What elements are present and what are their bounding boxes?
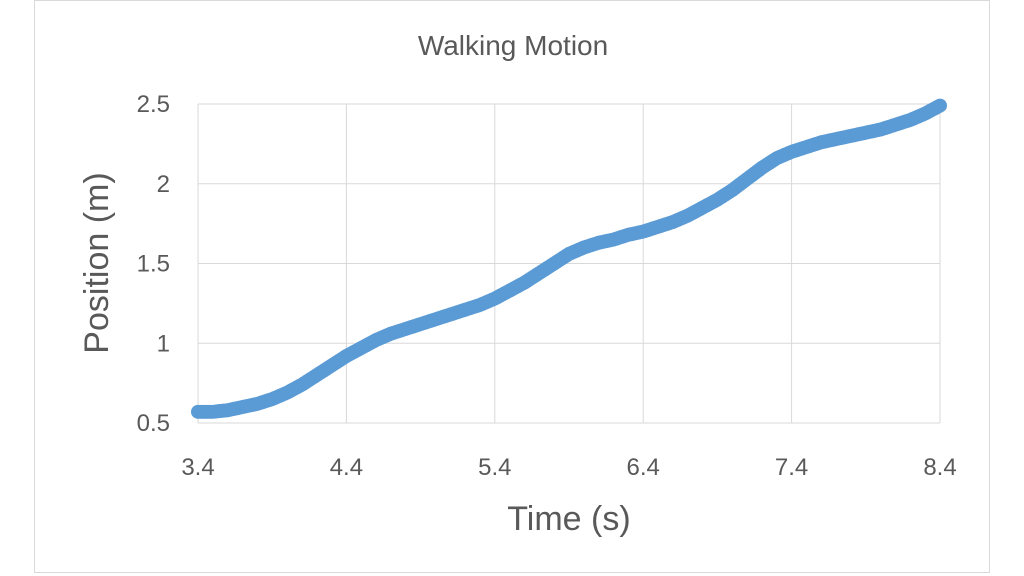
y-tick-label: 2 bbox=[157, 171, 170, 198]
chart-title: Walking Motion bbox=[418, 30, 608, 61]
y-tick-label: 1 bbox=[157, 330, 170, 357]
y-tick-label: 2.5 bbox=[137, 91, 170, 118]
data-point bbox=[933, 98, 947, 113]
y-tick-label: 1.5 bbox=[137, 251, 170, 278]
y-tick-label: 0.5 bbox=[137, 410, 170, 437]
x-tick-label: 5.4 bbox=[478, 454, 511, 481]
x-tick-label: 8.4 bbox=[923, 454, 956, 481]
x-axis-title: Time (s) bbox=[507, 500, 630, 538]
x-tick-label: 6.4 bbox=[627, 454, 660, 481]
data-points bbox=[191, 98, 947, 419]
x-tick-label: 4.4 bbox=[330, 454, 363, 481]
x-tick-labels: 3.4 4.4 5.4 6.4 7.4 8.4 bbox=[181, 454, 956, 481]
y-axis-title: Position (m) bbox=[78, 172, 116, 353]
x-tick-label: 3.4 bbox=[181, 454, 214, 481]
x-tick-label: 7.4 bbox=[775, 454, 808, 481]
y-tick-labels: 0.5 1 1.5 2 2.5 bbox=[137, 91, 170, 437]
